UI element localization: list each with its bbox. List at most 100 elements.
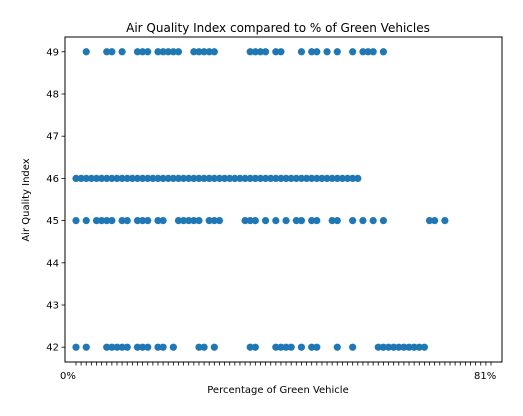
data-point [205,48,213,56]
y-tick-label: 45 [46,216,59,227]
data-point [103,343,111,351]
data-point [369,217,377,225]
data-point [282,174,290,182]
data-point [431,217,439,225]
data-point [343,174,352,182]
data-point [200,174,208,182]
data-point [190,48,198,56]
data-point [251,48,259,56]
data-point [82,174,90,182]
data-point [159,174,167,182]
data-point [200,48,208,56]
data-point [241,217,249,225]
data-point [195,217,203,225]
data-point [251,217,259,225]
data-point [133,217,142,225]
data-point [179,174,188,182]
data-point [338,174,347,182]
data-point [144,48,152,56]
data-point [77,174,85,182]
data-point [277,48,285,56]
data-point [349,174,357,182]
data-point [108,174,116,182]
data-point [425,217,434,225]
data-point [98,174,106,182]
data-point [159,217,167,225]
data-point [246,343,254,351]
data-point [113,343,121,351]
data-point [308,48,316,56]
data-point [384,343,393,351]
data-point [139,174,147,182]
data-point [164,174,172,182]
data-point [205,174,213,182]
data-point [267,174,275,182]
data-point [292,174,300,182]
data-point [108,343,116,351]
data-point [144,217,152,225]
data-point [349,48,357,56]
data-point [195,343,203,351]
data-point [328,217,336,225]
data-point [82,217,90,225]
data-point [313,343,321,351]
data-point [82,343,90,351]
data-point [333,343,341,351]
data-point [297,174,306,182]
data-point [415,343,423,351]
data-point [108,217,116,225]
y-axis-label: Air Quality Index [21,158,32,241]
data-point [113,174,121,182]
chart-title: Air Quality Index compared to % of Green… [126,21,430,35]
data-point [118,174,126,182]
data-point [210,174,218,182]
data-point [169,174,177,182]
data-point [123,174,131,182]
data-point [210,48,218,56]
data-point [308,343,316,351]
data-point [328,174,336,182]
data-point [231,174,239,182]
data-point [103,48,111,56]
y-tick-label: 43 [46,301,59,312]
data-point [359,48,367,56]
data-point [359,217,367,225]
data-point [185,174,193,182]
data-point [123,217,131,225]
data-point [256,48,265,56]
data-point [364,48,372,56]
data-point [215,174,224,182]
data-point [379,48,388,56]
data-point [390,343,398,351]
data-point [333,217,341,225]
data-point [154,343,162,351]
data-point [333,174,341,182]
data-point [246,48,254,56]
data-point [313,217,321,225]
data-point [277,343,285,351]
data-point [282,343,290,351]
data-point [277,174,285,182]
data-point [133,174,142,182]
data-point [118,343,126,351]
data-point [128,174,136,182]
data-point [82,48,90,56]
data-point [241,174,249,182]
data-point [236,174,244,182]
data-point [169,343,177,351]
data-point [92,217,101,225]
data-point [190,217,198,225]
data-point [292,217,300,225]
data-point [164,48,172,56]
data-point [272,343,280,351]
data-point [318,174,326,182]
data-point [226,174,234,182]
data-point [369,48,377,56]
data-point [282,217,290,225]
x-axis-label: Percentage of Green Vehicle [207,385,348,396]
y-tick-label: 49 [46,47,59,58]
data-point [149,174,157,182]
data-point [174,217,183,225]
y-tick-label: 48 [46,89,59,100]
data-point [272,48,280,56]
